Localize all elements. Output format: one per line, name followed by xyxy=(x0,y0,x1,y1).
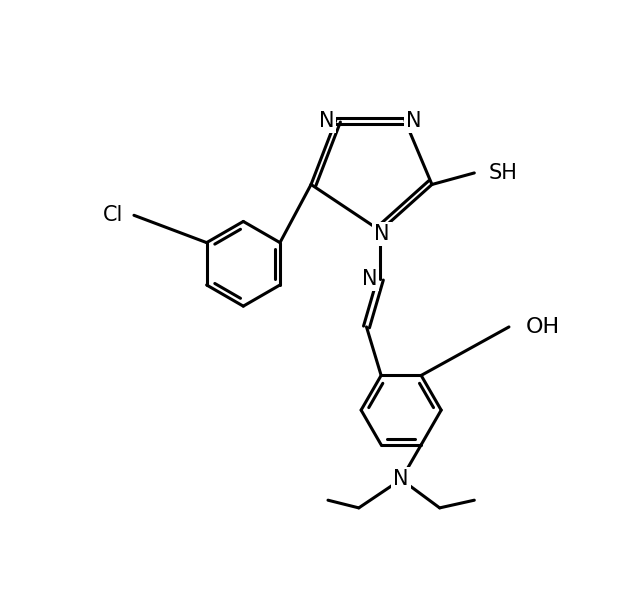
Text: N: N xyxy=(394,469,409,489)
Text: N: N xyxy=(319,110,334,131)
Text: N: N xyxy=(362,269,378,289)
Text: OH: OH xyxy=(526,317,560,337)
Text: SH: SH xyxy=(488,163,517,183)
Text: N: N xyxy=(406,110,422,131)
Text: Cl: Cl xyxy=(103,205,123,225)
Text: N: N xyxy=(374,224,390,244)
